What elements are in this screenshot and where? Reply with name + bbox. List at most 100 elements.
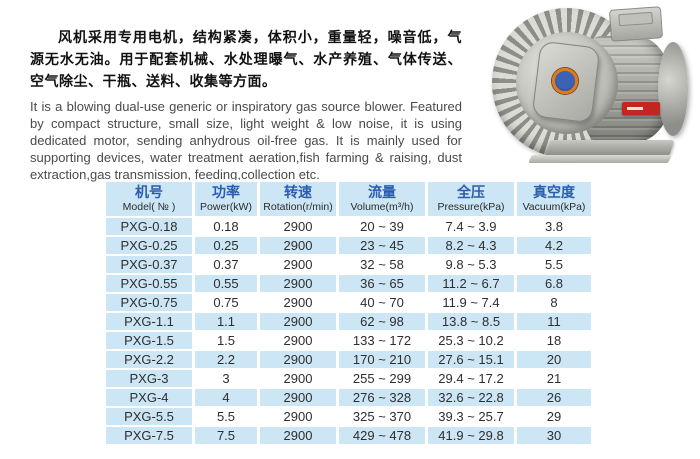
column-header: 转速 Rotation(r/min) <box>260 182 336 216</box>
intro-paragraph-chinese: 风机采用专用电机，结构紧凑，体积小，重量轻，噪音低，气源无水无油。用于配套机械、… <box>30 29 462 89</box>
table-cell: 2900 <box>260 408 336 425</box>
table-row: PXG-0.75 0.75 2900 40 ~ 70 11.9 ~ 7.4 8 <box>106 294 591 311</box>
table-cell: 36 ~ 65 <box>339 275 425 292</box>
table-cell: 8 <box>517 294 591 311</box>
column-header-zh: 功率 <box>212 184 240 200</box>
table-cell: 26 <box>517 389 591 406</box>
model-cell: PXG-7.5 <box>106 427 192 444</box>
blower-terminal-box <box>608 6 664 42</box>
table-cell: 11.2 ~ 6.7 <box>428 275 514 292</box>
table-row: PXG-7.5 7.5 2900 429 ~ 478 41.9 ~ 29.8 30 <box>106 427 591 444</box>
model-cell: PXG-1.1 <box>106 313 192 330</box>
column-header-en: Pressure(kPa) <box>437 201 505 213</box>
table-cell: 23 ~ 45 <box>339 237 425 254</box>
model-cell: PXG-0.37 <box>106 256 192 273</box>
model-cell: PXG-0.25 <box>106 237 192 254</box>
table-cell: 0.37 <box>195 256 257 273</box>
product-photo <box>490 2 695 166</box>
column-header: 流量 Volume(m³/h) <box>339 182 425 216</box>
table-cell: 2900 <box>260 351 336 368</box>
column-header: 机号 Model( № ) <box>106 182 192 216</box>
column-header: 全压 Pressure(kPa) <box>428 182 514 216</box>
table-cell: 2900 <box>260 427 336 444</box>
table-cell: 27.6 ~ 15.1 <box>428 351 514 368</box>
table-cell: 2900 <box>260 237 336 254</box>
column-header-en: Rotation(r/min) <box>263 201 333 213</box>
model-cell: PXG-1.5 <box>106 332 192 349</box>
table-cell: 2900 <box>260 370 336 387</box>
blower-red-label <box>622 102 660 115</box>
model-cell: PXG-0.55 <box>106 275 192 292</box>
table-cell: 11.9 ~ 7.4 <box>428 294 514 311</box>
table-row: PXG-1.1 1.1 2900 62 ~ 98 13.8 ~ 8.5 11 <box>106 313 591 330</box>
model-cell: PXG-0.75 <box>106 294 192 311</box>
spec-table-head: 机号 Model( № ) 功率 Power(kW) 转速 Rotation(r/min)… <box>106 182 591 216</box>
blower-terminal-box-lid <box>618 11 654 27</box>
table-cell: 276 ~ 328 <box>339 389 425 406</box>
table-row: PXG-0.25 0.25 2900 23 ~ 45 8.2 ~ 4.3 4.2 <box>106 237 591 254</box>
column-header-en: Volume(m³/h) <box>350 201 414 213</box>
table-cell: 32.6 ~ 22.8 <box>428 389 514 406</box>
column-header-zh: 机号 <box>135 184 163 200</box>
table-cell: 4 <box>195 389 257 406</box>
table-cell: 2900 <box>260 275 336 292</box>
table-cell: 30 <box>517 427 591 444</box>
table-row: PXG-5.5 5.5 2900 325 ~ 370 39.3 ~ 25.7 29 <box>106 408 591 425</box>
table-cell: 6.8 <box>517 275 591 292</box>
table-cell: 4.2 <box>517 237 591 254</box>
column-header-en: Power(kW) <box>200 201 252 213</box>
table-cell: 9.8 ~ 5.3 <box>428 256 514 273</box>
column-header-zh: 流量 <box>368 184 396 200</box>
table-cell: 8.2 ~ 4.3 <box>428 237 514 254</box>
table-cell: 2900 <box>260 218 336 235</box>
spec-table: 机号 Model( № ) 功率 Power(kW) 转速 Rotation(r/min)… <box>103 180 594 446</box>
table-cell: 7.5 <box>195 427 257 444</box>
spec-table-body: PXG-0.18 0.18 2900 20 ~ 39 7.4 ~ 3.9 3.8 PXG-0… <box>106 218 591 444</box>
table-cell: 3 <box>195 370 257 387</box>
table-cell: 2900 <box>260 313 336 330</box>
table-cell: 39.3 ~ 25.7 <box>428 408 514 425</box>
table-cell: 21 <box>517 370 591 387</box>
table-cell: 13.8 ~ 8.5 <box>428 313 514 330</box>
table-cell: 255 ~ 299 <box>339 370 425 387</box>
table-cell: 2900 <box>260 389 336 406</box>
table-cell: 133 ~ 172 <box>339 332 425 349</box>
table-cell: 325 ~ 370 <box>339 408 425 425</box>
table-cell: 20 ~ 39 <box>339 218 425 235</box>
table-cell: 29 <box>517 408 591 425</box>
model-cell: PXG-0.18 <box>106 218 192 235</box>
table-cell: 170 ~ 210 <box>339 351 425 368</box>
column-header-zh: 转速 <box>284 184 312 200</box>
table-cell: 3.8 <box>517 218 591 235</box>
blower-base-foot <box>545 140 675 156</box>
table-row: PXG-1.5 1.5 2900 133 ~ 172 25.3 ~ 10.2 18 <box>106 332 591 349</box>
table-cell: 32 ~ 58 <box>339 256 425 273</box>
column-header: 真空度 Vacuum(kPa) <box>517 182 591 216</box>
table-row: PXG-2.2 2.2 2900 170 ~ 210 27.6 ~ 15.1 20 <box>106 351 591 368</box>
brand-logo-icon <box>552 68 578 94</box>
table-cell: 41.9 ~ 29.8 <box>428 427 514 444</box>
column-header: 功率 Power(kW) <box>195 182 257 216</box>
table-cell: 0.25 <box>195 237 257 254</box>
table-row: PXG-0.18 0.18 2900 20 ~ 39 7.4 ~ 3.9 3.8 <box>106 218 591 235</box>
intro-paragraph-english: It is a blowing dual-use generic or insp… <box>30 99 462 182</box>
column-header-zh: 真空度 <box>533 184 575 200</box>
table-cell: 25.3 ~ 10.2 <box>428 332 514 349</box>
table-cell: 2900 <box>260 256 336 273</box>
table-cell: 29.4 ~ 17.2 <box>428 370 514 387</box>
header-row: 机号 Model( № ) 功率 Power(kW) 转速 Rotation(r/min)… <box>106 182 591 216</box>
table-cell: 1.1 <box>195 313 257 330</box>
table-cell: 1.5 <box>195 332 257 349</box>
table-cell: 429 ~ 478 <box>339 427 425 444</box>
table-row: PXG-3 3 2900 255 ~ 299 29.4 ~ 17.2 21 <box>106 370 591 387</box>
table-cell: 11 <box>517 313 591 330</box>
model-cell: PXG-2.2 <box>106 351 192 368</box>
spec-table-wrap: 机号 Model( № ) 功率 Power(kW) 转速 Rotation(r/min)… <box>103 180 594 446</box>
blower-motor-end-cap <box>658 42 688 136</box>
table-cell: 18 <box>517 332 591 349</box>
model-cell: PXG-4 <box>106 389 192 406</box>
table-row: PXG-4 4 2900 276 ~ 328 32.6 ~ 22.8 26 <box>106 389 591 406</box>
column-header-zh: 全压 <box>457 184 485 200</box>
column-header-en: Vacuum(kPa) <box>522 201 586 213</box>
